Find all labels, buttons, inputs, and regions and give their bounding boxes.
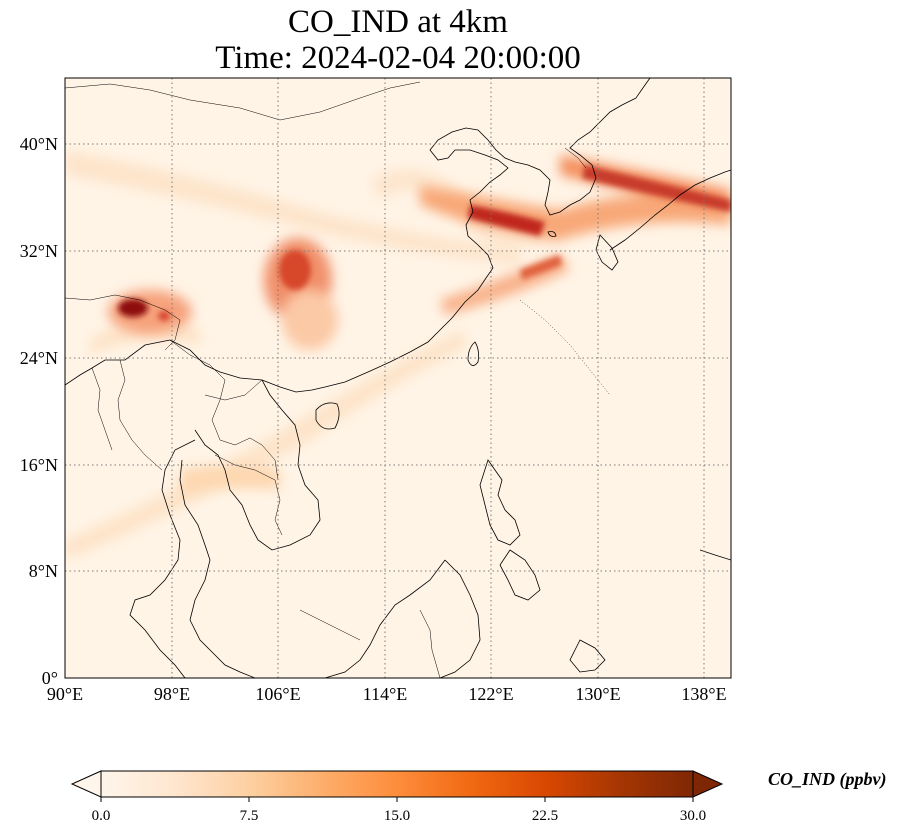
lon-tick-122e: 122°E bbox=[468, 684, 513, 704]
lon-tick-labels: 90°E 98°E 106°E 114°E 122°E 130°E 138°E bbox=[47, 684, 727, 704]
lat-tick-32n: 32°N bbox=[20, 241, 58, 261]
title-line-2: Time: 2024-02-04 20:00:00 bbox=[215, 40, 581, 76]
lat-tick-8n: 8°N bbox=[29, 561, 58, 581]
lat-tick-16n: 16°N bbox=[20, 455, 58, 475]
lon-tick-138e: 138°E bbox=[681, 684, 726, 704]
lat-tick-0: 0° bbox=[42, 668, 58, 688]
colorbar-tick-0: 0.0 bbox=[92, 808, 111, 824]
lon-tick-130e: 130°E bbox=[575, 684, 620, 704]
lon-tick-90e: 90°E bbox=[47, 684, 83, 704]
lat-tick-40n: 40°N bbox=[20, 134, 58, 154]
lat-tick-24n: 24°N bbox=[20, 348, 58, 368]
concentration-field bbox=[65, 78, 731, 678]
lat-tick-labels: 0° 8°N 16°N 24°N 32°N 40°N bbox=[20, 134, 58, 688]
colorbar-extend-min bbox=[70, 770, 102, 798]
colorbar-extend-max bbox=[692, 770, 724, 798]
country-borders bbox=[65, 81, 587, 678]
gridlines bbox=[65, 78, 731, 678]
title-line-1: CO_IND at 4km bbox=[288, 4, 508, 40]
lon-tick-98e: 98°E bbox=[154, 684, 190, 704]
colorbar-tick-3: 22.5 bbox=[532, 808, 558, 824]
colorbar-tick-1: 7.5 bbox=[240, 808, 259, 824]
colorbar-tick-2: 15.0 bbox=[384, 808, 410, 824]
colorbar: 0.0 7.5 15.0 22.5 30.0 bbox=[70, 770, 724, 824]
colorbar-tick-4: 30.0 bbox=[680, 808, 706, 824]
coastlines bbox=[65, 78, 731, 678]
colorbar-gradient bbox=[101, 771, 693, 797]
map-title: CO_IND at 4km Time: 2024-02-04 20:00:00 bbox=[64, 4, 732, 76]
lon-tick-106e: 106°E bbox=[255, 684, 300, 704]
lon-tick-114e: 114°E bbox=[363, 684, 408, 704]
map-frame bbox=[64, 77, 732, 679]
colorbar-label: CO_IND (ppbv) bbox=[768, 769, 887, 789]
